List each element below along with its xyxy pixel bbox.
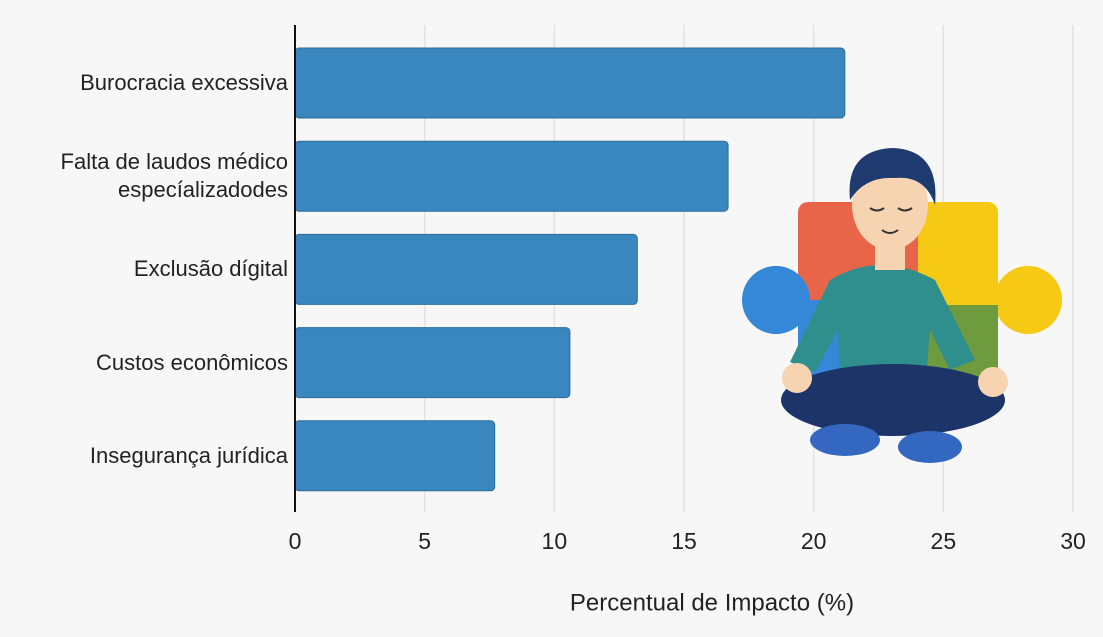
bar	[294, 327, 571, 399]
x-tick-label: 30	[1060, 528, 1086, 554]
x-tick-label: 15	[671, 528, 697, 554]
bar	[294, 233, 638, 305]
x-tick-label: 20	[801, 528, 827, 554]
x-tick-label: 25	[931, 528, 957, 554]
y-tick-label: Insegurança jurídica	[89, 442, 288, 468]
y-tick-label: Exclusão dígital	[133, 256, 288, 282]
y-tick-label: Falta de laudos médico especíalizadodes	[60, 149, 288, 203]
x-tick-label: 0	[289, 528, 302, 554]
x-axis-title: Percentual de Impacto (%)	[570, 589, 854, 616]
bar	[294, 420, 496, 492]
y-tick-label: Burocracia excessiva	[80, 70, 288, 95]
y-tick-label: Custos econômicos	[96, 349, 288, 375]
bar	[294, 47, 846, 119]
illustration	[742, 148, 1062, 463]
x-tick-label: 5	[418, 528, 431, 554]
bar	[294, 140, 729, 212]
x-tick-label: 10	[542, 528, 568, 554]
